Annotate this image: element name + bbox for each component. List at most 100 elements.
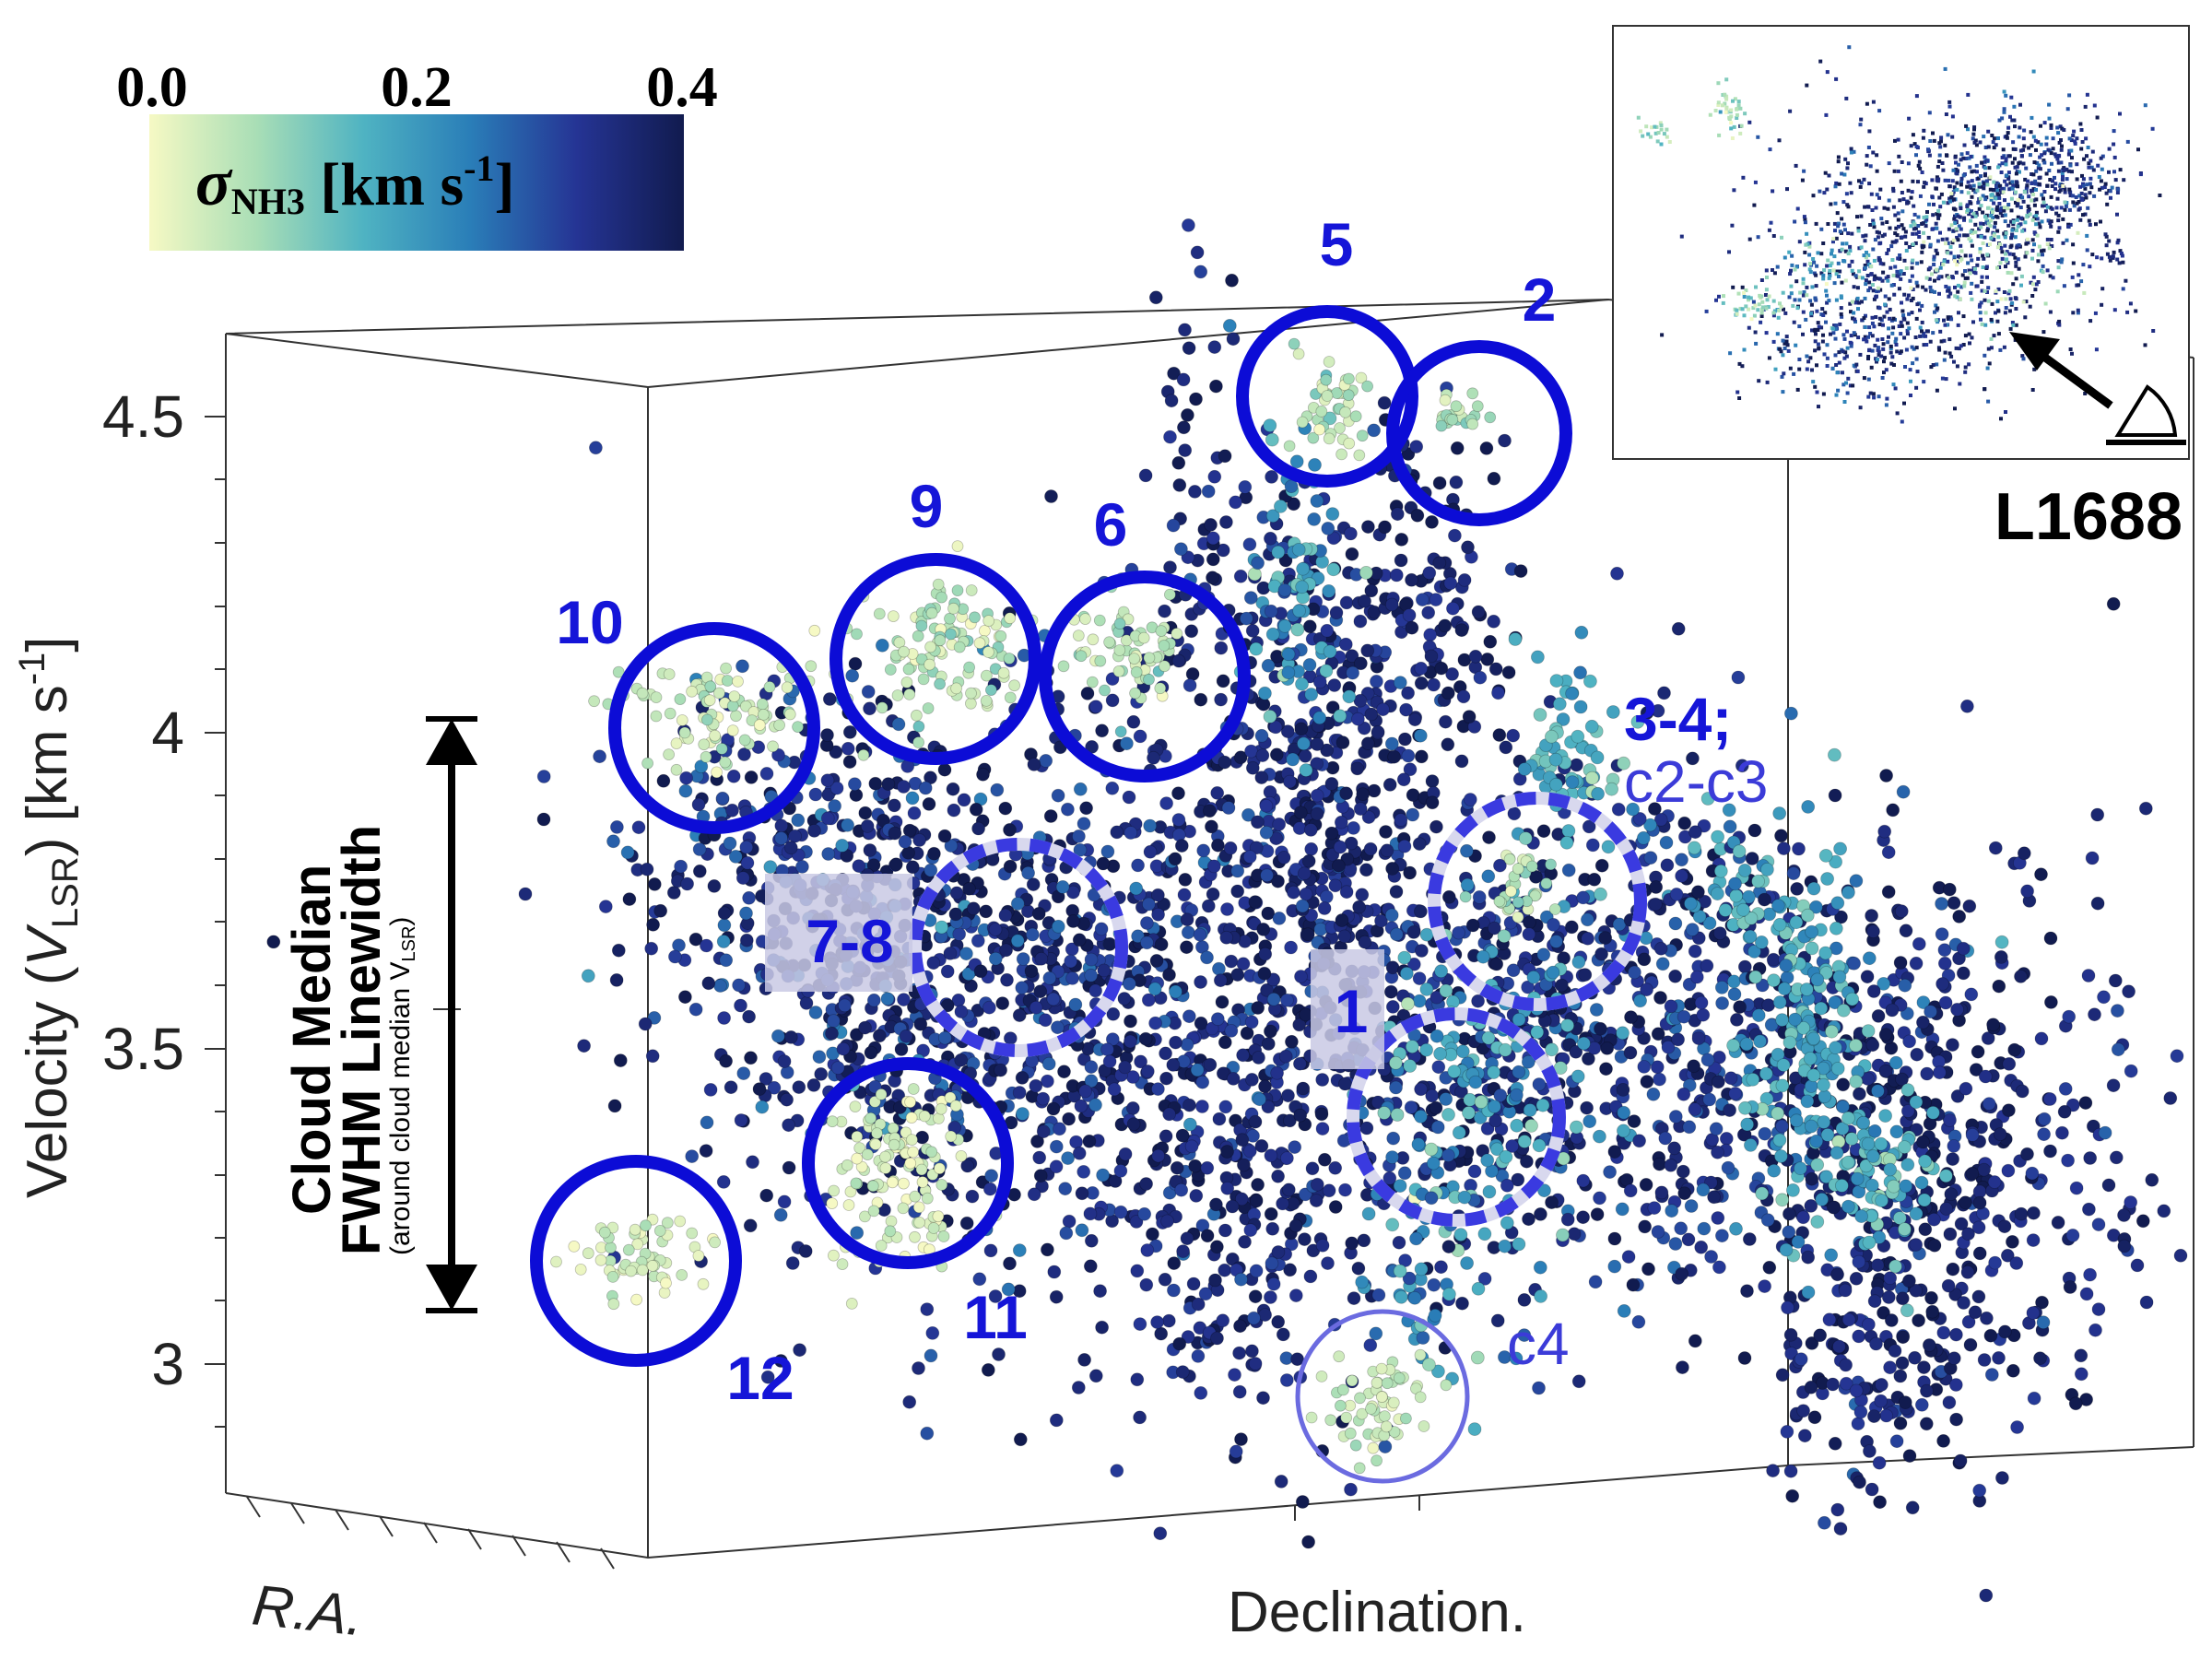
scatter-point [935,920,949,935]
scatter-point [1403,1059,1418,1073]
scatter-point [1549,674,1564,688]
scatter-point [1384,597,1399,612]
scatter-point [851,628,863,641]
scatter-point [1594,887,1607,901]
scatter-point [1240,1026,1254,1041]
scatter-point [1381,1377,1394,1390]
scatter-point [1432,556,1447,571]
scatter-point [1992,1351,2006,1365]
scatter-point [1712,1260,1726,1275]
scatter-point [1393,1179,1407,1193]
scatter-point [979,625,991,637]
scatter-point [1379,1410,1391,1422]
scatter-point [1875,1194,1888,1207]
scatter-point [1034,951,1049,966]
scatter-point [1323,432,1335,445]
scatter-point [1039,754,1053,768]
scatter-point [1180,940,1194,955]
scatter-point [1616,1026,1630,1041]
scatter-point [1606,705,1620,719]
scatter-point [1440,1379,1453,1392]
scatter-point [903,688,916,700]
scatter-point [1012,1086,1027,1100]
scatter-point [1785,1488,1800,1503]
ra-axis-title: R.A. [250,1573,367,1648]
scatter-point [1668,969,1682,983]
scatter-point [1357,1233,1371,1248]
scatter-point [598,1226,611,1239]
scatter-point [1059,1226,1074,1241]
scatter-point [1677,816,1692,830]
scatter-point [1390,507,1405,522]
scatter-point [1971,1044,1985,1059]
scatter-point [1079,801,1093,816]
scatter-point [605,1241,617,1254]
scatter-point [1258,947,1273,961]
scatter-point [1097,963,1112,978]
scatter-point [1935,897,1949,911]
scatter-point [884,664,897,676]
scatter-point [1874,1136,1888,1151]
scatter-point [1008,679,1020,692]
scatter-point [2106,1078,2121,1093]
scatter-point [1487,614,1500,629]
scatter-point [1361,380,1373,393]
scatter-point [1143,673,1155,686]
scatter-point [828,1184,840,1197]
scatter-point [1665,1204,1679,1218]
scatter-point [1340,1411,1353,1424]
y-title-suffix: ) [km s [16,685,79,856]
scatter-point [1956,941,1971,956]
scatter-point [1281,665,1296,680]
scatter-point [1392,1235,1406,1250]
scatter-point [1488,662,1503,677]
scatter-point [1322,584,1336,598]
scatter-point [1079,613,1091,625]
scatter-point [1363,841,1378,856]
scatter-point [1405,572,1418,587]
scatter-point [886,1176,899,1189]
scatter-point [783,708,796,721]
scatter-point [1171,786,1185,801]
scatter-point [1387,749,1401,764]
scatter-point [1977,1353,1992,1367]
scatter-point [1751,874,1765,888]
scatter-point [953,641,966,653]
scatter-point [1849,1271,1864,1286]
scatter-point [742,1009,756,1024]
scatter-point [915,1163,928,1176]
scatter-point [1338,637,1353,652]
scatter-point [902,1394,917,1409]
scatter-point [943,947,958,960]
scatter-point [2090,896,2105,911]
scatter-point [1610,566,1624,581]
scatter-point [1723,819,1737,834]
scatter-point [1775,1193,1790,1207]
scatter-point [1256,923,1271,936]
scatter-point [1508,632,1523,646]
scatter-point [1354,1392,1366,1405]
scatter-point [1732,844,1747,859]
scatter-point [1194,975,1207,989]
scatter-point [785,1256,800,1270]
scatter-point [1051,1020,1065,1035]
scatter-point [1207,340,1222,355]
scatter-point [2010,1420,2025,1434]
scatter-point [1468,1075,1483,1089]
scatter-point [1295,580,1309,594]
scatter-point [774,831,788,845]
scatter-point [2027,1391,2041,1406]
scatter-point [1918,1154,1933,1169]
scatter-point [841,1159,853,1171]
scatter-point [1972,1246,1987,1261]
scatter-point [835,839,850,853]
scatter-point [1818,849,1833,863]
scatter-point [1299,887,1313,901]
scatter-point [1325,507,1340,521]
scatter-point [1817,1077,1830,1092]
scatter-point [1338,1182,1352,1197]
scatter-point [841,818,854,832]
scatter-point [1305,1161,1320,1176]
scatter-point [1885,1003,1900,1018]
scatter-point [1261,906,1276,921]
